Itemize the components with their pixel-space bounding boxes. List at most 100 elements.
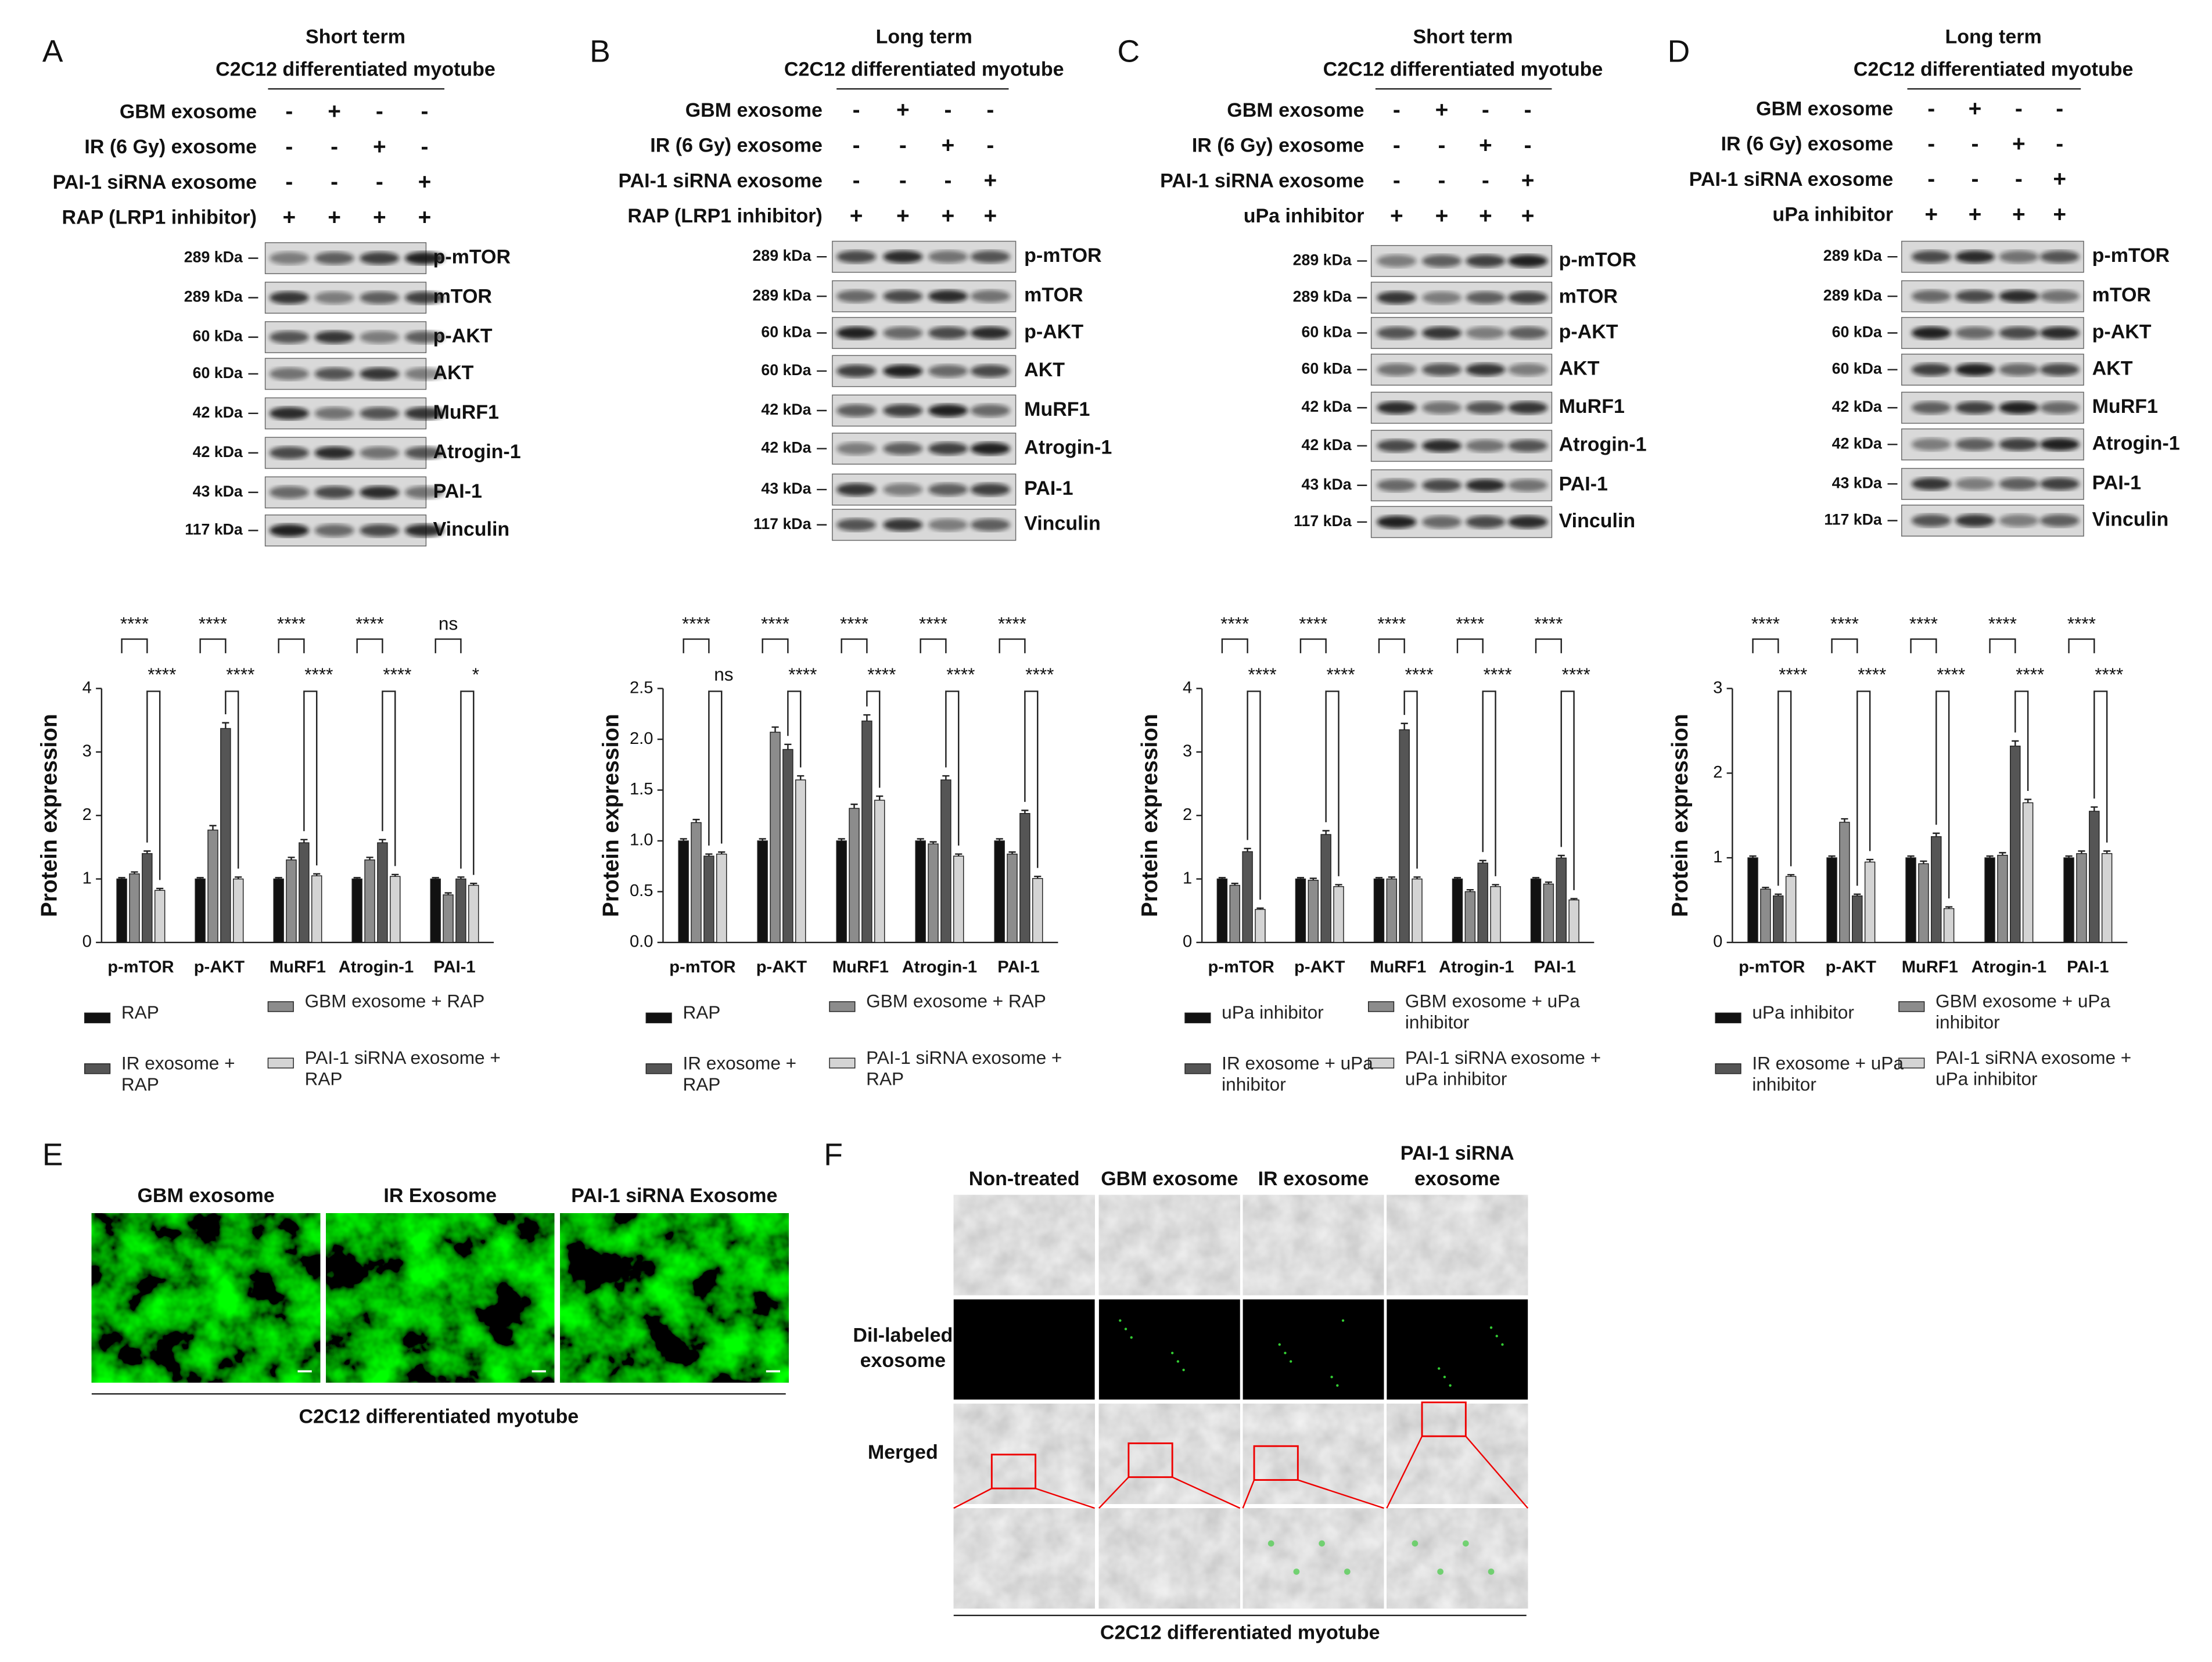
error-bar <box>156 887 164 891</box>
error-bar <box>929 841 937 844</box>
significance-bracket <box>762 638 789 653</box>
condition-sign: - <box>285 99 293 124</box>
blot-band <box>360 485 400 499</box>
significance-label: **** <box>199 613 227 634</box>
bar <box>703 855 714 943</box>
band-size: 42 kDa <box>193 404 243 421</box>
legend-label: uPa inhibitor <box>1752 1001 1854 1023</box>
blot-band <box>405 251 445 265</box>
bar <box>455 878 466 943</box>
band-size: 289 kDa <box>1293 251 1352 269</box>
bar <box>286 859 297 943</box>
significance-bracket <box>146 690 161 880</box>
bar <box>1826 857 1837 943</box>
significance-bracket <box>225 690 239 869</box>
bar <box>861 720 872 943</box>
fluorescent-dot <box>1449 1384 1452 1387</box>
condition-sign: - <box>1972 167 1979 192</box>
band-size: 289 kDa <box>752 286 811 304</box>
bar <box>2076 853 2087 943</box>
bar <box>364 859 375 943</box>
brightfield-image <box>1098 1508 1240 1609</box>
fluorescence-image <box>1243 1299 1384 1400</box>
bar <box>1747 857 1758 943</box>
error-bar <box>1479 859 1486 864</box>
blot-band <box>928 483 968 496</box>
significance-bracket <box>999 638 1026 653</box>
significance-bracket <box>1989 638 2016 653</box>
bar <box>1464 891 1476 943</box>
band-name: PAI-1 <box>1559 473 1608 495</box>
band-name: p-mTOR <box>1559 249 1636 271</box>
condition-sign: + <box>2053 202 2066 227</box>
error-bar <box>1999 852 2006 855</box>
fluorescence-image <box>326 1213 555 1383</box>
y-tick-label: 0 <box>82 933 92 951</box>
band-size: 42 kDa <box>1832 398 1883 415</box>
condition-sign: - <box>1927 96 1935 121</box>
band-name: mTOR <box>1024 284 1083 306</box>
bar <box>1556 857 1567 943</box>
panel-letter: A <box>42 34 63 69</box>
error-bar <box>1841 818 1848 822</box>
bar <box>390 876 401 943</box>
error-bar <box>1854 893 1861 896</box>
blot-band <box>2039 514 2080 527</box>
bar <box>232 878 244 943</box>
blot-band <box>314 367 354 380</box>
significance-bracket <box>356 638 383 653</box>
condition-sign: - <box>1927 131 1935 156</box>
blot-band <box>836 518 877 531</box>
condition-sign: + <box>1435 98 1449 123</box>
error-bar <box>118 877 125 879</box>
x-tick-label: Atrogin-1 <box>902 958 977 976</box>
blot-band <box>1911 401 1951 415</box>
band-name: mTOR <box>2092 284 2151 306</box>
panel-letter: F <box>824 1138 843 1172</box>
fluorescent-dot <box>1488 1569 1495 1575</box>
blot-band <box>1466 439 1506 452</box>
x-tick-label: PAI-1 <box>997 958 1039 976</box>
condition-sign: + <box>942 203 955 228</box>
bar <box>716 853 727 943</box>
fluorescent-dot <box>1182 1368 1185 1372</box>
condition-sign: + <box>283 205 296 230</box>
significance-bracket <box>1831 638 1858 653</box>
blot-band <box>405 330 445 344</box>
band-size: 43 kDa <box>1832 474 1883 491</box>
significance-label: **** <box>120 613 149 634</box>
blot-band <box>1955 363 1995 376</box>
blot-band <box>1466 291 1506 304</box>
panel-subtitle: C2C12 differentiated myotube <box>784 58 1064 80</box>
band-name: p-AKT <box>2092 321 2152 343</box>
bar <box>1373 878 1385 943</box>
x-tick-label: p-mTOR <box>1739 958 1805 976</box>
condition-sign: - <box>331 134 338 159</box>
condition-sign: - <box>899 168 907 193</box>
band-size: 289 kDa <box>1823 286 1883 304</box>
band-name: p-AKT <box>1024 321 1083 343</box>
legend-swatch <box>1715 1012 1741 1024</box>
error-bar <box>143 850 151 854</box>
error-bar <box>876 795 884 801</box>
x-tick-label: PAI-1 <box>1534 958 1576 976</box>
zoom-box <box>990 1454 1037 1490</box>
panel-title: Short term <box>306 26 405 48</box>
fluorescent-dot <box>1462 1540 1469 1547</box>
band-name: MuRF1 <box>1559 395 1625 418</box>
error-bar <box>771 726 779 732</box>
significance-label: **** <box>1220 613 1249 634</box>
bar <box>1019 813 1030 943</box>
blot-band <box>1999 477 2039 491</box>
blot-band <box>883 290 923 303</box>
band-name: PAI-1 <box>1024 477 1073 499</box>
bar <box>874 800 885 943</box>
error-bar <box>196 877 204 879</box>
bar <box>1477 862 1488 943</box>
x-tick-label: MuRF1 <box>1902 958 1958 976</box>
condition-label: uPa inhibitor <box>1772 204 1893 226</box>
panel-subtitle: C2C12 differentiated myotube <box>1854 58 2134 80</box>
legend-label: PAI-1 siRNA exosome + RAP <box>304 1046 501 1089</box>
band-size: 42 kDa <box>1302 436 1352 454</box>
bar <box>1320 834 1331 943</box>
